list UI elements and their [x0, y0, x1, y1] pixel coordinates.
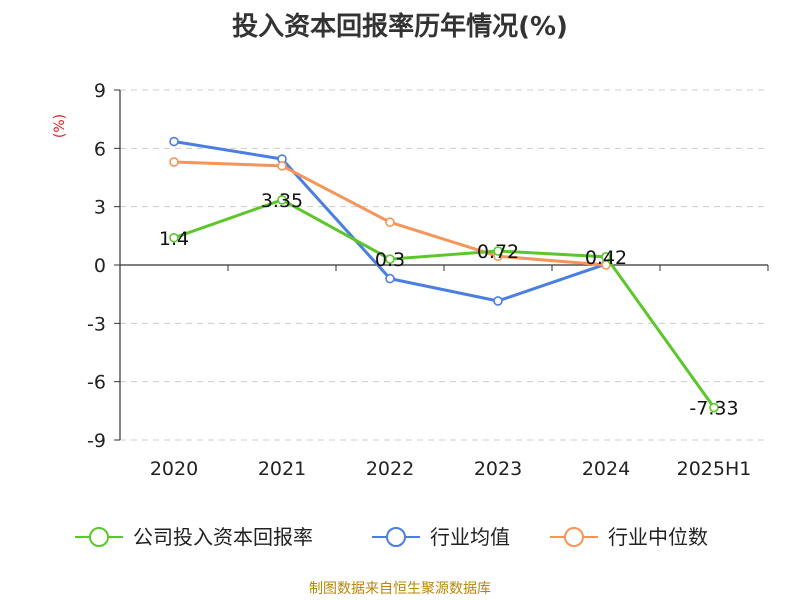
data-point — [601, 252, 611, 262]
source-note: 制图数据来自恒生聚源数据库 — [309, 581, 491, 597]
x-tick-label: 2025H1 — [677, 458, 752, 480]
data-label: -7.33 — [689, 398, 738, 420]
legend-label: 行业均值 — [430, 525, 510, 549]
data-point — [277, 195, 287, 205]
x-tick-label: 2022 — [366, 458, 414, 480]
data-label: 3.35 — [261, 190, 303, 212]
y-tick-label: 3 — [94, 197, 106, 219]
data-point — [277, 161, 287, 171]
data-point — [169, 232, 179, 243]
series-line — [173, 198, 716, 409]
y-tick-label: 9 — [94, 80, 106, 102]
grid-lines — [120, 89, 768, 441]
data-label: 0.3 — [375, 249, 405, 271]
y-axis-label: (%) — [52, 114, 68, 138]
x-tick-label: 2024 — [582, 458, 630, 480]
data-label: 0.42 — [585, 247, 627, 269]
y-tick-label: 6 — [94, 138, 106, 160]
data-point — [385, 217, 395, 228]
series-lines — [169, 136, 719, 413]
y-tick-label: -6 — [87, 372, 106, 394]
data-point — [169, 136, 179, 147]
legend-marker — [386, 527, 406, 547]
legend: 公司投入资本回报率 行业均值 行业中位数 — [75, 525, 708, 549]
data-point — [169, 157, 179, 167]
data-point — [385, 273, 395, 284]
y-tick-label: -9 — [87, 430, 106, 452]
y-tick-label: 0 — [94, 255, 106, 277]
chart-title: 投入资本回报率历年情况(%) — [232, 12, 568, 42]
legend-marker — [89, 527, 109, 547]
legend-label: 行业中位数 — [608, 525, 708, 549]
data-point — [493, 296, 503, 306]
data-point — [385, 254, 395, 264]
legend-marker — [564, 527, 584, 547]
x-tick-label: 2021 — [258, 458, 306, 480]
y-tick-label: -3 — [87, 313, 106, 335]
data-label: 0.72 — [477, 241, 519, 263]
data-labels: 1.4 3.35 0.3 0.72 0.42 -7.33 — [159, 190, 739, 420]
legend-label: 公司投入资本回报率 — [133, 525, 313, 549]
data-point — [493, 246, 503, 256]
x-tick-label: 2023 — [474, 458, 522, 480]
axes: 9 6 3 0 -3 -6 -9 2020 2021 2022 2023 2024 2025H1 (%) — [52, 80, 769, 480]
x-tick-label: 2020 — [150, 458, 198, 480]
data-label: 1.4 — [159, 228, 189, 250]
data-point — [709, 402, 719, 413]
